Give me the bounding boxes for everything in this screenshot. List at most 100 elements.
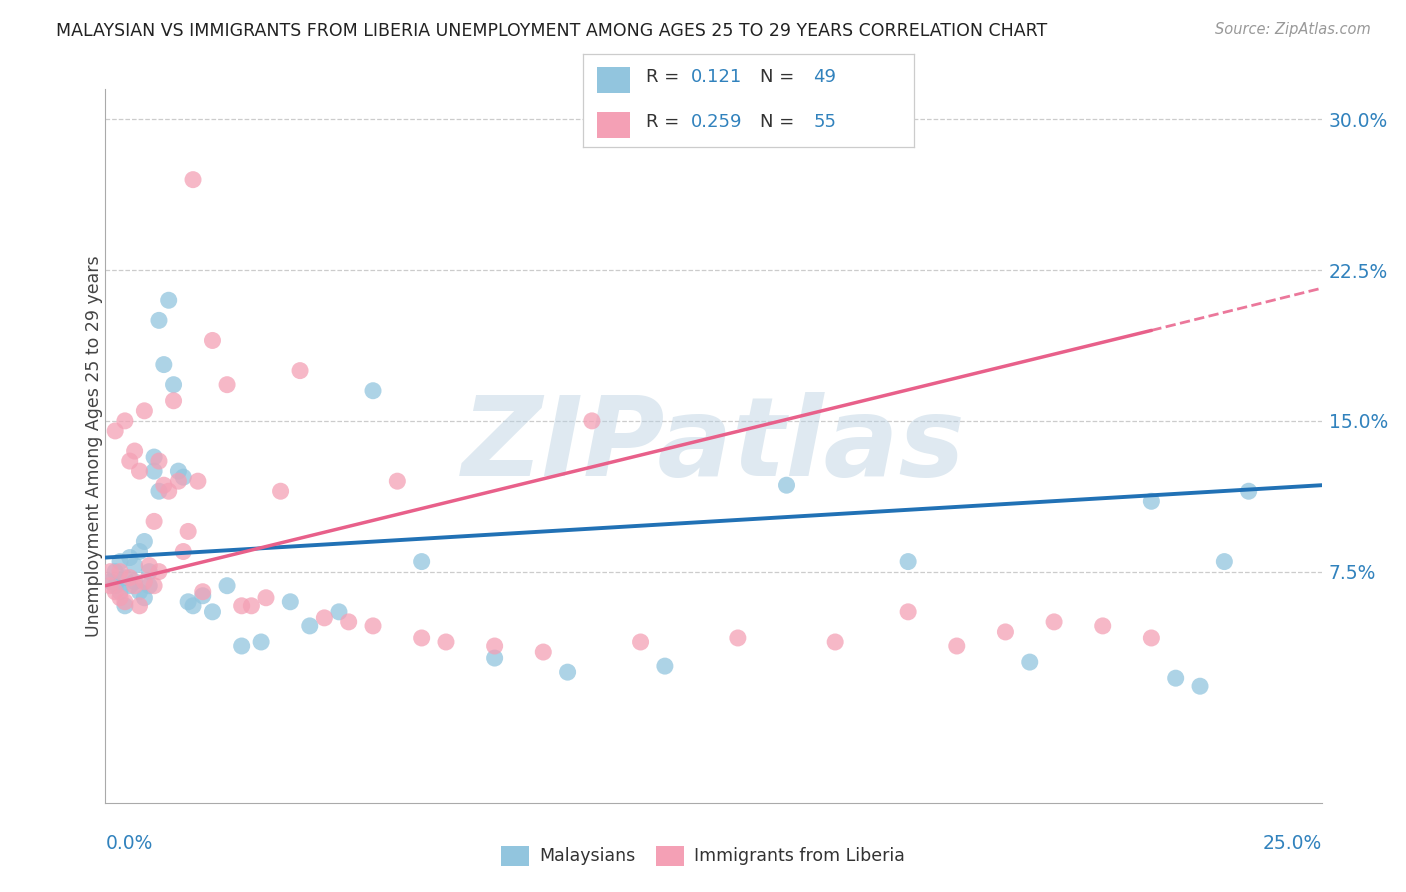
Text: R =: R = [647, 69, 685, 87]
Point [143, 579, 166, 593]
Point [531, 645, 554, 659]
Point [484, 639, 506, 653]
Point [157, 484, 180, 499]
Point [177, 595, 200, 609]
Point [128, 544, 150, 558]
Point [387, 474, 409, 488]
Point [124, 579, 146, 593]
Point [328, 605, 350, 619]
Text: 0.0%: 0.0% [105, 834, 153, 853]
Text: MALAYSIAN VS IMMIGRANTS FROM LIBERIA UNEMPLOYMENT AMONG AGES 25 TO 29 YEARS CORR: MALAYSIAN VS IMMIGRANTS FROM LIBERIA UNE… [56, 22, 1047, 40]
Point [434, 635, 457, 649]
Point [897, 605, 920, 619]
Text: N =: N = [761, 113, 800, 131]
Point [124, 444, 146, 458]
Text: 25.0%: 25.0% [1263, 834, 1322, 853]
Legend: Malaysians, Immigrants from Liberia: Malaysians, Immigrants from Liberia [494, 838, 912, 872]
Point [1164, 671, 1187, 685]
Point [411, 631, 433, 645]
Point [337, 615, 360, 629]
Point [148, 484, 170, 499]
Point [201, 334, 224, 348]
Point [138, 558, 160, 573]
Bar [596, 67, 630, 93]
Point [288, 363, 311, 377]
Point [994, 624, 1017, 639]
Text: 0.121: 0.121 [690, 69, 742, 87]
Point [138, 579, 160, 593]
Point [314, 611, 336, 625]
Point [118, 550, 141, 565]
Point [250, 635, 273, 649]
Point [654, 659, 676, 673]
Text: 55: 55 [813, 113, 837, 131]
Point [240, 599, 263, 613]
Point [172, 470, 194, 484]
Point [118, 571, 141, 585]
Point [217, 579, 239, 593]
Text: 49: 49 [813, 69, 837, 87]
Point [104, 565, 127, 579]
Point [108, 591, 131, 605]
Point [148, 454, 170, 468]
Point [143, 464, 166, 478]
Point [254, 591, 277, 605]
Point [108, 565, 131, 579]
Point [172, 544, 194, 558]
Point [114, 571, 136, 585]
Point [727, 631, 749, 645]
Point [361, 384, 384, 398]
Point [1213, 555, 1236, 569]
Text: R =: R = [647, 113, 685, 131]
Point [157, 293, 180, 308]
Point [162, 377, 184, 392]
Point [128, 464, 150, 478]
Point [231, 599, 253, 613]
Point [201, 605, 224, 619]
Point [128, 584, 150, 599]
Point [361, 619, 384, 633]
Point [1018, 655, 1040, 669]
Point [278, 595, 301, 609]
Point [148, 565, 170, 579]
Point [581, 414, 603, 428]
Point [118, 579, 141, 593]
Point [108, 584, 131, 599]
Point [98, 574, 121, 589]
Point [191, 589, 214, 603]
Point [187, 474, 209, 488]
Point [231, 639, 253, 653]
Point [484, 651, 506, 665]
Point [134, 574, 156, 589]
Point [897, 555, 920, 569]
Y-axis label: Unemployment Among Ages 25 to 29 years: Unemployment Among Ages 25 to 29 years [86, 255, 103, 637]
Text: 0.259: 0.259 [690, 113, 742, 131]
Point [298, 619, 321, 633]
Point [1237, 484, 1260, 499]
Point [191, 584, 214, 599]
Point [128, 599, 150, 613]
Point [114, 414, 136, 428]
Point [630, 635, 652, 649]
Point [557, 665, 579, 680]
Point [114, 599, 136, 613]
Point [118, 454, 141, 468]
Point [181, 172, 204, 186]
Point [1140, 494, 1163, 508]
Point [167, 474, 190, 488]
Point [124, 558, 146, 573]
Point [104, 579, 127, 593]
Point [108, 555, 131, 569]
Point [134, 534, 156, 549]
Point [153, 358, 176, 372]
Bar [596, 112, 630, 138]
Point [148, 313, 170, 327]
Point [138, 565, 160, 579]
Point [134, 404, 156, 418]
Point [153, 478, 176, 492]
Text: ZIPatlas: ZIPatlas [461, 392, 966, 500]
Point [1189, 679, 1212, 693]
Point [270, 484, 292, 499]
Point [104, 584, 127, 599]
Point [134, 591, 156, 605]
